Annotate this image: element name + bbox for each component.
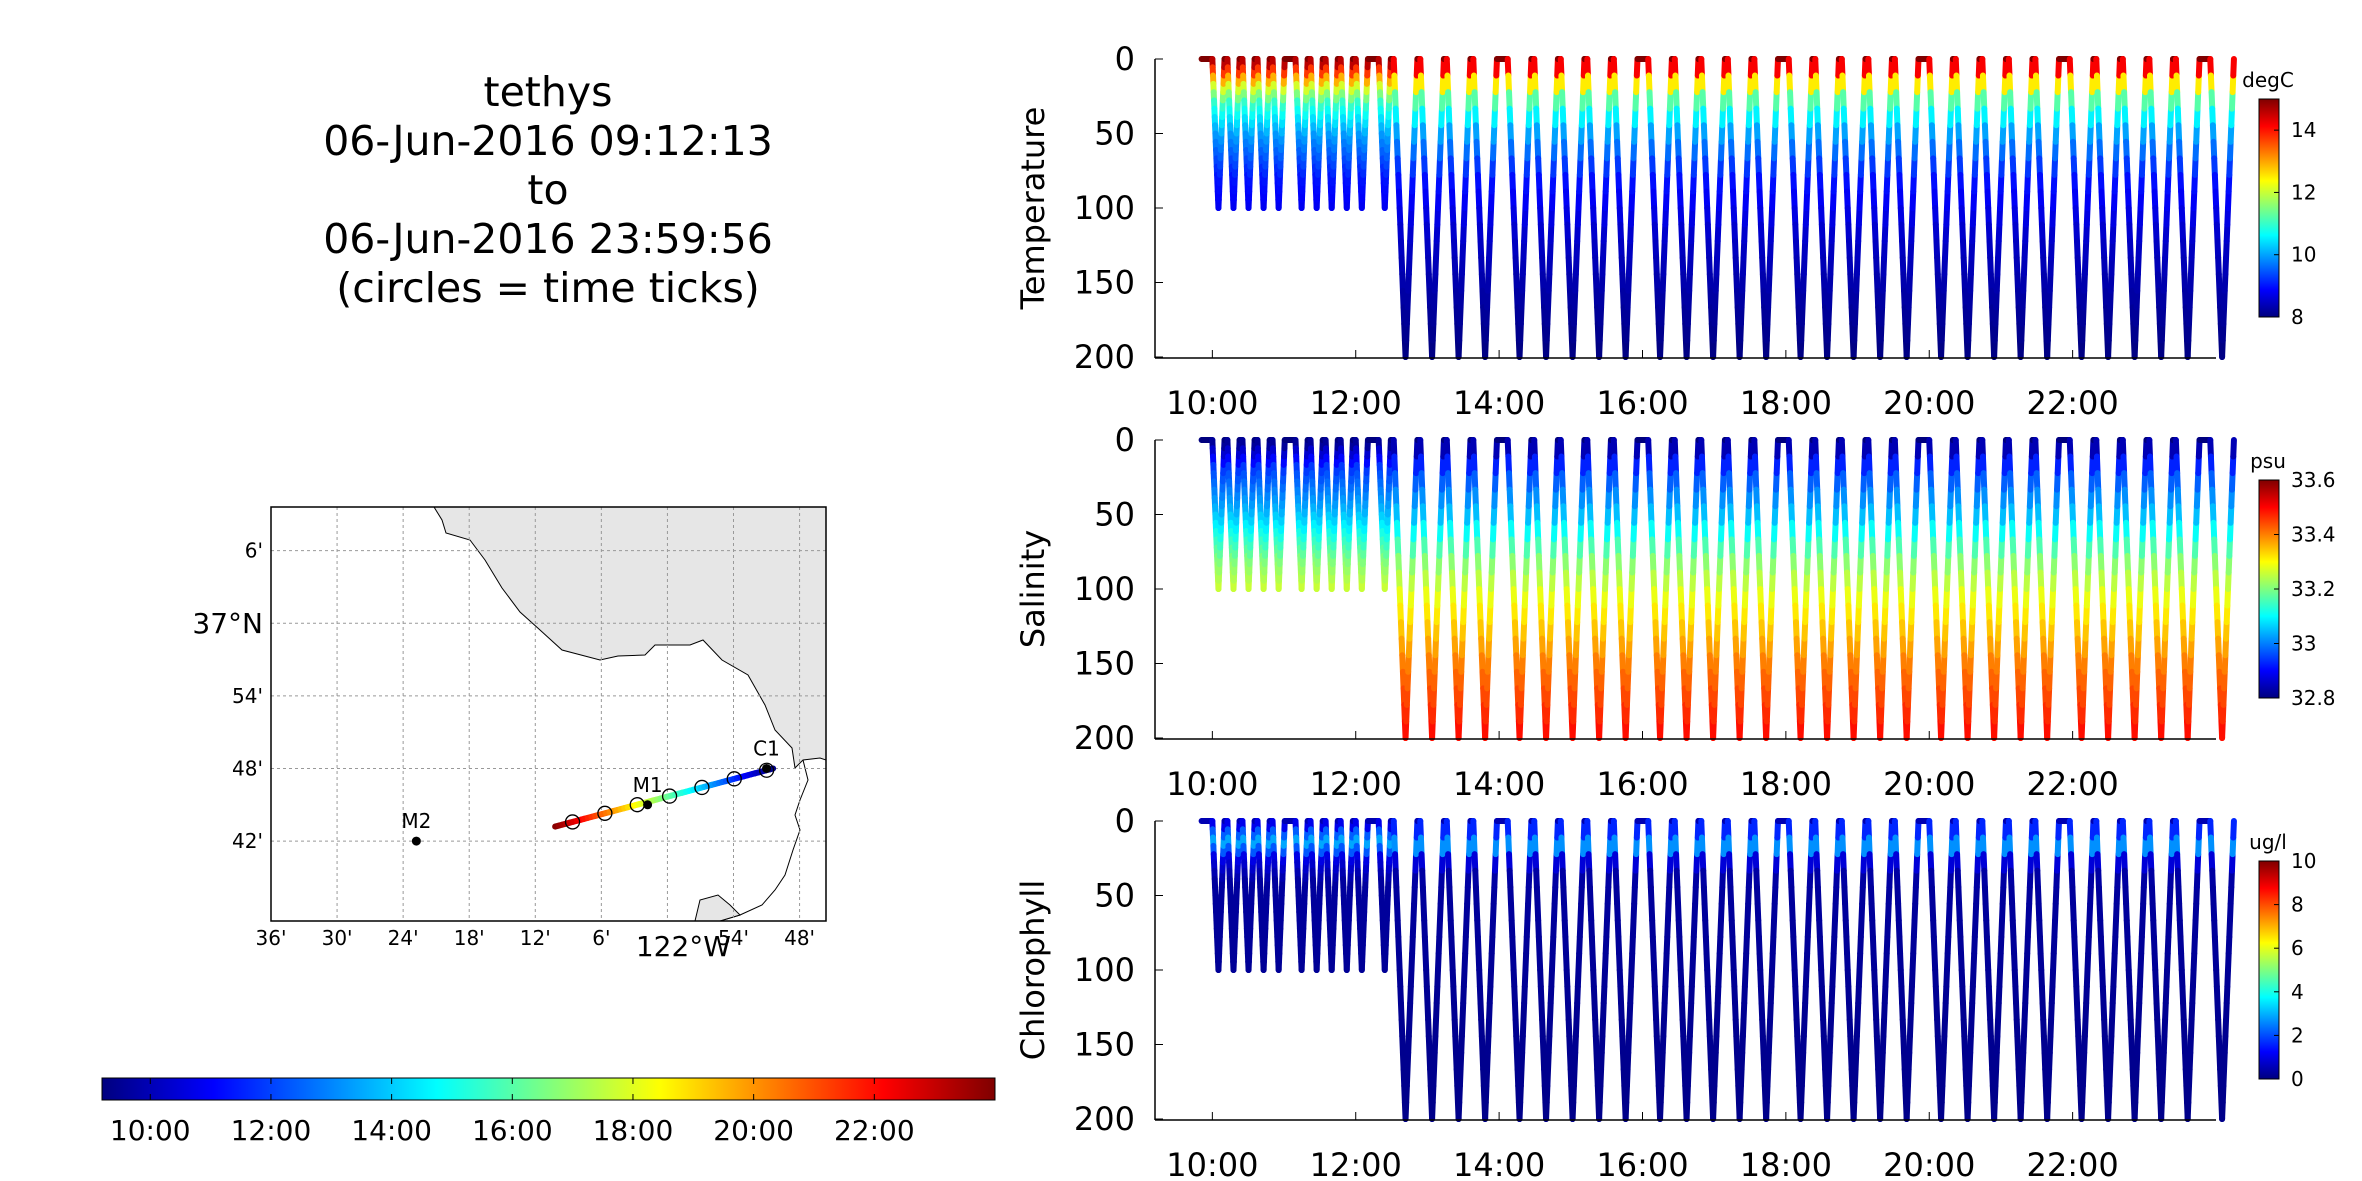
title-line-2: 06-Jun-2016 09:12:13	[323, 117, 773, 165]
map-frame	[270, 506, 827, 922]
land-southwest	[694, 894, 741, 921]
colorbar-salinity: psu 32.8 33 33.2 33.4 33.6	[2250, 449, 2335, 710]
station-marker	[762, 763, 772, 773]
time-colorbar-label: 18:00	[593, 1114, 674, 1147]
time-tick-circle	[564, 814, 581, 830]
time-tick-circle	[597, 805, 613, 821]
x-tick-label: 12:00	[1310, 384, 1402, 422]
station-label: C1	[753, 736, 780, 760]
y-tick-label: 50	[1094, 496, 1135, 534]
time-colorbar-label: 12:00	[231, 1114, 312, 1147]
y-axis-label: Temperature	[1014, 107, 1052, 311]
colorbar-tick-label: 14	[2291, 118, 2316, 142]
time-colorbar: 10:00 12:00 14:00 16:00 18:00 20:00 22:00	[101, 1077, 996, 1147]
title-block: tethys 06-Jun-2016 09:12:13 to 06-Jun-20…	[323, 68, 773, 312]
x-tick-label: 14:00	[1453, 765, 1545, 803]
colorbar-tick-label: 12	[2291, 180, 2316, 204]
x-tick-label: 16:00	[1596, 384, 1688, 422]
x-tick-label: 10:00	[1166, 384, 1258, 422]
time-colorbar-label: 10:00	[110, 1114, 191, 1147]
colorbar-tick-label: 33.2	[2291, 577, 2336, 601]
y-axis-label: Salinity	[1014, 530, 1052, 648]
section-points	[1198, 56, 2237, 360]
map-lon-label: 6'	[592, 926, 610, 950]
map-lon-label: 48'	[784, 926, 815, 950]
time-colorbar-label: 22:00	[834, 1114, 915, 1147]
map-lat-label: 6'	[245, 539, 263, 563]
title-line-5: (circles = time ticks)	[336, 264, 760, 312]
y-tick-label: 0	[1115, 40, 1135, 78]
time-tick-circle	[726, 771, 742, 787]
map-lat-label: 37°N	[192, 607, 263, 640]
y-tick-label: 0	[1115, 421, 1135, 459]
y-tick-label: 50	[1094, 115, 1135, 153]
x-tick-label: 22:00	[2027, 384, 2119, 422]
y-tick-label: 200	[1074, 338, 1135, 376]
colorbar-unit: psu	[2250, 449, 2286, 473]
section-panel-temperature: 0 50 100 150 200 10:00 12:00 14:00 16:00 18:00 20:…	[1014, 40, 2316, 422]
x-tick-label: 10:00	[1166, 765, 1258, 803]
map-lon-label: 36'	[256, 926, 287, 950]
x-tick-label: 14:00	[1453, 384, 1545, 422]
colorbar-tick-label: 33	[2291, 632, 2316, 656]
title-line-3: to	[527, 166, 568, 214]
x-tick-label: 20:00	[1883, 384, 1975, 422]
station-label: M2	[401, 809, 431, 833]
station-marker	[411, 836, 421, 846]
colorbar-unit: degC	[2242, 68, 2294, 92]
section-points	[1198, 818, 2237, 1122]
station-label: M1	[633, 773, 663, 797]
section-point	[2230, 56, 2237, 79]
colorbar-tick-label: 10	[2291, 243, 2316, 267]
map-lon-label: 30'	[322, 926, 353, 950]
time-colorbar-label: 14:00	[351, 1114, 432, 1147]
map-lat-label: 42'	[232, 829, 263, 853]
time-tick-circle	[661, 788, 678, 804]
map-lon-label: 12'	[520, 926, 551, 950]
title-line-1: tethys	[484, 68, 613, 116]
x-tick-label: 12:00	[1310, 765, 1402, 803]
map-lon-label: 54'	[718, 926, 749, 950]
y-tick-label: 100	[1074, 570, 1135, 608]
x-tick-label: 22:00	[2027, 765, 2119, 803]
section-panel-salinity: 0 50 100 150 200 10:00 12:00 14:00 16:00 18:00 20:…	[1014, 421, 2336, 803]
colorbar-tick-label: 33.6	[2291, 468, 2336, 492]
x-tick-label: 18:00	[1740, 765, 1832, 803]
map-lat-label: 48'	[232, 756, 263, 780]
colorbar-tick-label: 32.8	[2291, 686, 2336, 710]
time-colorbar-bar	[101, 1077, 996, 1101]
colorbar-tick-label: 33.4	[2291, 523, 2336, 547]
coastline-south	[719, 759, 809, 921]
section-point	[2230, 437, 2237, 460]
y-tick-label: 150	[1074, 264, 1135, 302]
y-tick-label: 150	[1074, 645, 1135, 683]
colorbar-bar	[2258, 98, 2280, 318]
land-polygon	[433, 507, 826, 770]
map-lon-label: 122°W	[636, 930, 731, 963]
x-tick-label: 18:00	[1740, 384, 1832, 422]
station-marker	[643, 800, 653, 810]
x-tick-label: 16:00	[1596, 765, 1688, 803]
y-tick-label: 100	[1074, 189, 1135, 227]
map-lon-label: 18'	[454, 926, 485, 950]
map-lat-label: 54'	[232, 684, 263, 708]
x-tick-label: 20:00	[1883, 765, 1975, 803]
y-tick-label: 200	[1074, 719, 1135, 757]
colorbar-temperature: degC 8 10 12 14	[2242, 68, 2316, 329]
section-points	[1198, 437, 2237, 741]
track-map: 6'37°N54'48'42' 36' 30' 24' 18' 12' 6' 122°W54…	[192, 506, 827, 963]
time-tick-circle	[758, 762, 775, 778]
map-lon-label: 24'	[388, 926, 419, 950]
title-line-4: 06-Jun-2016 23:59:56	[323, 215, 773, 263]
time-tick-circle	[694, 779, 710, 796]
time-colorbar-label: 20:00	[713, 1114, 794, 1147]
time-colorbar-label: 16:00	[472, 1114, 553, 1147]
colorbar-tick-label: 8	[2291, 305, 2304, 329]
